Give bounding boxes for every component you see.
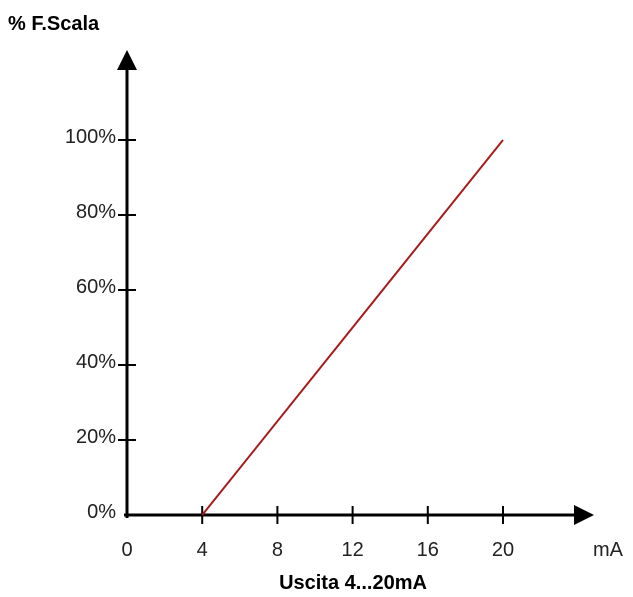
ticks: 0 4 8 12 16 20 0% 20% 40% 60% 80% 100% [65,126,514,561]
x-axis-arrow [574,505,594,525]
y-tick-label: 20% [76,426,116,448]
axes [117,50,594,525]
y-tick-label: 40% [76,351,116,373]
x-unit-label: mA [593,539,624,561]
y-axis-arrow [117,50,137,70]
y-axis-title: % F.Scala [8,13,100,35]
x-tick-label: 12 [341,539,363,561]
series-line [201,139,504,516]
y-tick-label: 100% [65,126,116,148]
x-tick-label: 20 [492,539,514,561]
y-tick-label: 80% [76,201,116,223]
y-tick-label: 60% [76,276,116,298]
x-axis-title: Uscita 4...20mA [279,572,427,594]
x-tick-label: 4 [197,539,208,561]
y-tick-label: 0% [87,501,116,523]
x-tick-label: 0 [121,539,132,561]
series [201,139,504,516]
x-tick-label: 16 [417,539,439,561]
x-tick-label: 8 [272,539,283,561]
